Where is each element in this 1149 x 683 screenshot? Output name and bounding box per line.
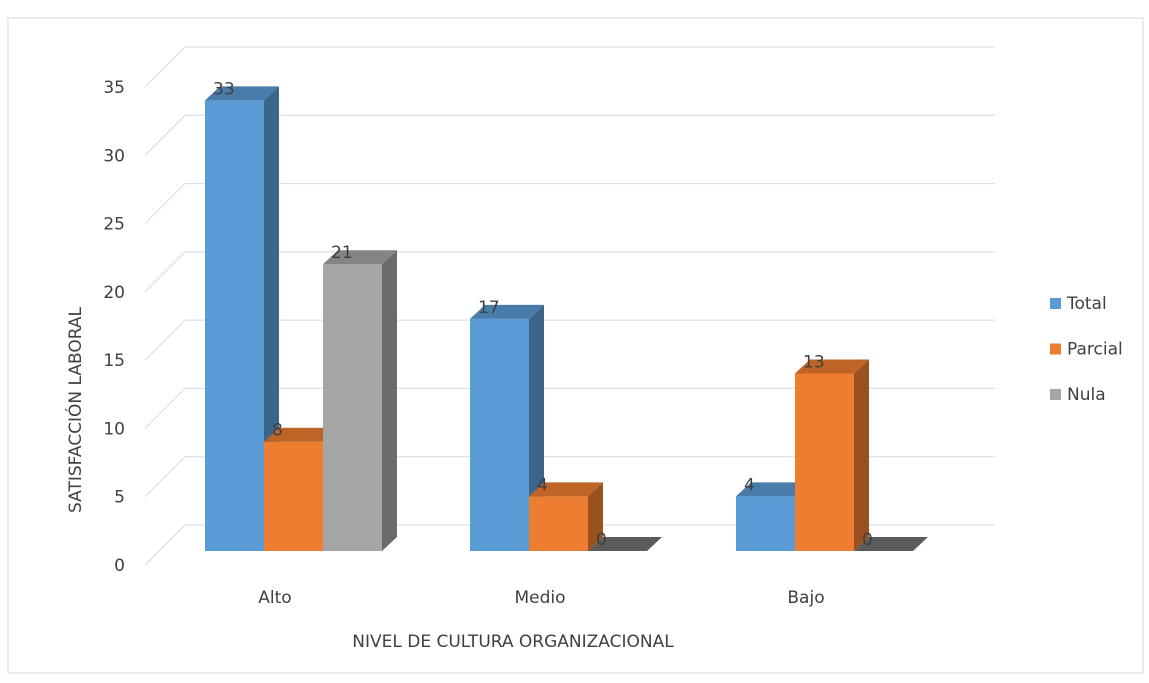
data-label: 33 xyxy=(213,79,235,99)
grid-line xyxy=(144,319,995,361)
legend-label: Parcial xyxy=(1067,340,1123,360)
legend-swatch xyxy=(1050,298,1061,309)
legend-swatch xyxy=(1050,343,1061,355)
y-tick-label: 35 xyxy=(103,78,125,98)
data-label: 17 xyxy=(478,298,500,318)
data-label: 0 xyxy=(862,530,873,550)
chart-frame xyxy=(7,17,1144,674)
x-tick-label: Alto xyxy=(258,588,291,608)
bar-front xyxy=(264,441,323,551)
legend-label: Total xyxy=(1066,294,1107,314)
x-axis-label: NIVEL DE CULTURA ORGANIZACIONAL xyxy=(352,632,674,652)
legend-label: Nula xyxy=(1067,385,1106,405)
y-tick-label: 25 xyxy=(103,215,125,235)
x-tick-label: Bajo xyxy=(787,588,824,608)
data-label: 0 xyxy=(596,530,607,550)
grid-line xyxy=(144,114,995,156)
grid-line xyxy=(144,456,995,498)
bar-top xyxy=(588,537,662,551)
y-tick-label: 5 xyxy=(114,488,125,508)
bar xyxy=(854,537,928,551)
bar-side xyxy=(854,359,869,551)
bar-top xyxy=(323,250,397,265)
bar xyxy=(529,482,603,551)
grid-line xyxy=(144,251,995,293)
x-tick-label: Medio xyxy=(514,588,565,608)
bar-top xyxy=(264,427,338,442)
bar-side xyxy=(588,482,603,551)
data-label: 21 xyxy=(331,243,353,263)
bar xyxy=(470,304,544,551)
bar-front xyxy=(470,318,529,551)
y-tick-label: 15 xyxy=(103,351,125,371)
grid-line xyxy=(144,387,995,429)
grid-line xyxy=(144,46,995,88)
bar-top xyxy=(854,537,928,551)
y-tick-label: 0 xyxy=(114,556,125,576)
y-tick-label: 30 xyxy=(103,146,125,166)
data-label: 4 xyxy=(744,475,755,495)
bar-top xyxy=(205,86,279,101)
bar xyxy=(323,250,397,551)
bar-front xyxy=(323,264,382,551)
data-label: 8 xyxy=(272,421,283,441)
data-label: 4 xyxy=(537,475,548,495)
bar-side xyxy=(382,250,397,551)
bar-top xyxy=(795,359,869,374)
bar-front xyxy=(205,100,264,552)
bar xyxy=(795,359,869,551)
y-axis-label: SATISFACCIÓN LABORAL xyxy=(64,307,86,513)
data-label: 13 xyxy=(803,352,825,372)
bar-top xyxy=(470,304,544,319)
bar-front xyxy=(736,496,795,551)
grid-line xyxy=(144,183,995,224)
bar-top xyxy=(736,482,810,497)
bar-top xyxy=(529,482,603,497)
bar-front xyxy=(795,373,854,551)
grid-line xyxy=(144,524,995,566)
legend-swatch xyxy=(1050,389,1061,400)
y-tick-label: 20 xyxy=(103,283,125,303)
bar-front xyxy=(529,496,588,551)
bar xyxy=(588,537,662,551)
y-tick-label: 10 xyxy=(103,419,125,439)
